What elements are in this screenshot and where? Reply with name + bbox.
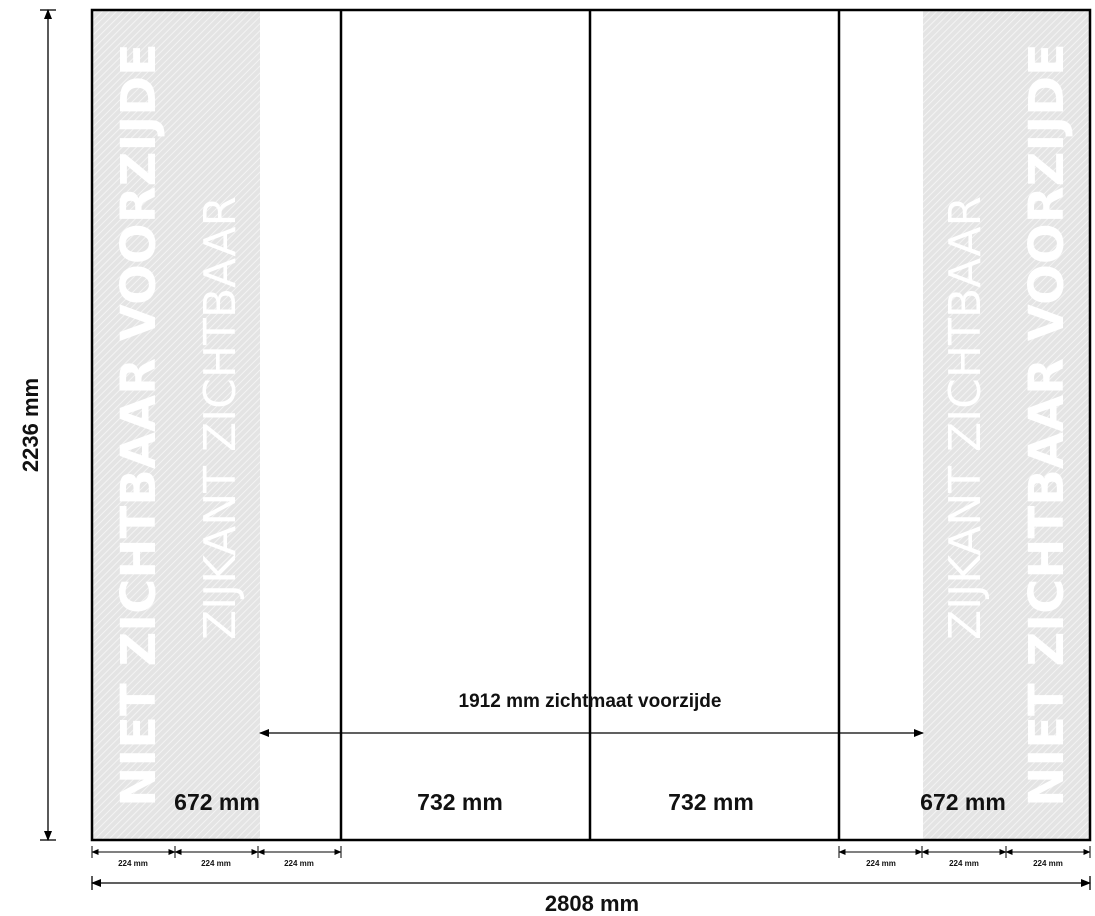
segment-dimension-right-1: 224 mm xyxy=(838,846,923,868)
segment-dimension-right-3: 224 mm xyxy=(1005,846,1091,868)
segment-dimension-left-2: 224 mm xyxy=(174,846,259,868)
svg-text:224 mm: 224 mm xyxy=(284,859,314,868)
watermark-not-visible-left: NIET ZICHTBAAR VOORZIJDE xyxy=(111,43,167,807)
svg-text:NIET ZICHTBAAR VOORZIJDE: NIET ZICHTBAAR VOORZIJDE xyxy=(1019,43,1075,807)
svg-text:NIET ZICHTBAAR VOORZIJDE: NIET ZICHTBAAR VOORZIJDE xyxy=(111,43,167,807)
panel-2-width-label: 732 mm xyxy=(417,789,503,815)
panel-3-width-label: 732 mm xyxy=(668,789,754,815)
watermark-side-visible-right: ZIJKANT ZICHTBAAR xyxy=(940,196,991,640)
watermark-side-visible-left: ZIJKANT ZICHTBAAR xyxy=(195,196,246,640)
panel-4-width-label: 672 mm xyxy=(920,789,1006,815)
hatched-zone-left xyxy=(92,10,260,840)
svg-text:ZIJKANT ZICHTBAAR: ZIJKANT ZICHTBAAR xyxy=(195,196,246,640)
svg-text:224 mm: 224 mm xyxy=(201,859,231,868)
total-width-label: 2808 mm xyxy=(545,891,639,916)
svg-text:224 mm: 224 mm xyxy=(118,859,148,868)
height-dimension-label: 2236 mm xyxy=(18,378,43,472)
segment-dimension-right-2: 224 mm xyxy=(921,846,1007,868)
segment-dimension-left-3: 224 mm xyxy=(257,846,342,868)
svg-text:224 mm: 224 mm xyxy=(1033,859,1063,868)
svg-text:224 mm: 224 mm xyxy=(949,859,979,868)
visible-width-label: 1912 mm zichtmaat voorzijde xyxy=(459,691,722,712)
panel-1-width-label: 672 mm xyxy=(174,789,260,815)
hatched-zone-right xyxy=(923,10,1090,840)
watermark-not-visible-right: NIET ZICHTBAAR VOORZIJDE xyxy=(1019,43,1075,807)
segment-dimension-left-1: 224 mm xyxy=(91,846,176,868)
svg-text:224 mm: 224 mm xyxy=(866,859,896,868)
svg-text:ZIJKANT ZICHTBAAR: ZIJKANT ZICHTBAAR xyxy=(940,196,991,640)
